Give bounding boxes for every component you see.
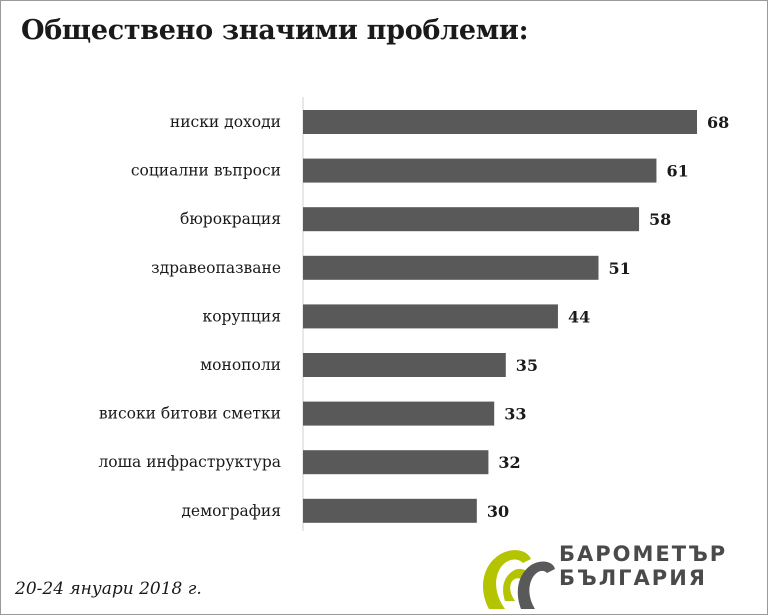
value-label: 51	[609, 259, 631, 278]
bar	[303, 353, 506, 377]
bar	[303, 304, 558, 329]
logo-line1: БАРОМЕТЪР	[559, 542, 727, 566]
bar	[303, 401, 495, 426]
category-label: корупция	[203, 307, 281, 325]
logo-heads-icon	[483, 550, 555, 609]
category-label: монополи	[200, 356, 281, 374]
bar	[303, 255, 599, 280]
bars-layer: ниски доходи 68 социални въпроси 61 бюрокрац…	[98, 110, 729, 523]
bar	[303, 158, 657, 183]
value-label: 61	[666, 162, 688, 181]
value-label: 30	[487, 502, 509, 521]
logo-line2: БЪЛГАРИЯ	[559, 566, 707, 590]
logo-head-green	[483, 550, 531, 609]
category-label: здравеопазване	[151, 259, 281, 277]
bar-chart: ниски доходи 68 социални въпроси 61 бюрокрац…	[98, 97, 729, 531]
bar	[303, 110, 697, 134]
value-label: 32	[498, 453, 520, 472]
category-label: ниски доходи	[170, 113, 281, 131]
value-label: 35	[516, 356, 538, 375]
bar	[303, 498, 477, 523]
category-label: социални въпроси	[131, 162, 281, 180]
survey-date: 20-24 януари 2018 г.	[15, 579, 202, 599]
category-label: високи битови сметки	[99, 405, 281, 423]
category-label: демография	[181, 502, 281, 520]
value-label: 33	[504, 405, 526, 424]
value-label: 58	[649, 210, 671, 229]
category-label: бюрокрация	[180, 210, 281, 228]
category-label: лоша инфраструктура	[98, 453, 281, 471]
value-label: 44	[568, 307, 590, 326]
barometer-bulgaria-logo: БАРОМЕТЪР БЪЛГАРИЯ	[483, 542, 727, 609]
bar	[303, 207, 640, 232]
chart-title: Обществено значими проблеми:	[21, 15, 529, 46]
bar	[303, 450, 489, 475]
logo-head-gray	[517, 561, 555, 609]
value-label: 68	[707, 113, 729, 132]
